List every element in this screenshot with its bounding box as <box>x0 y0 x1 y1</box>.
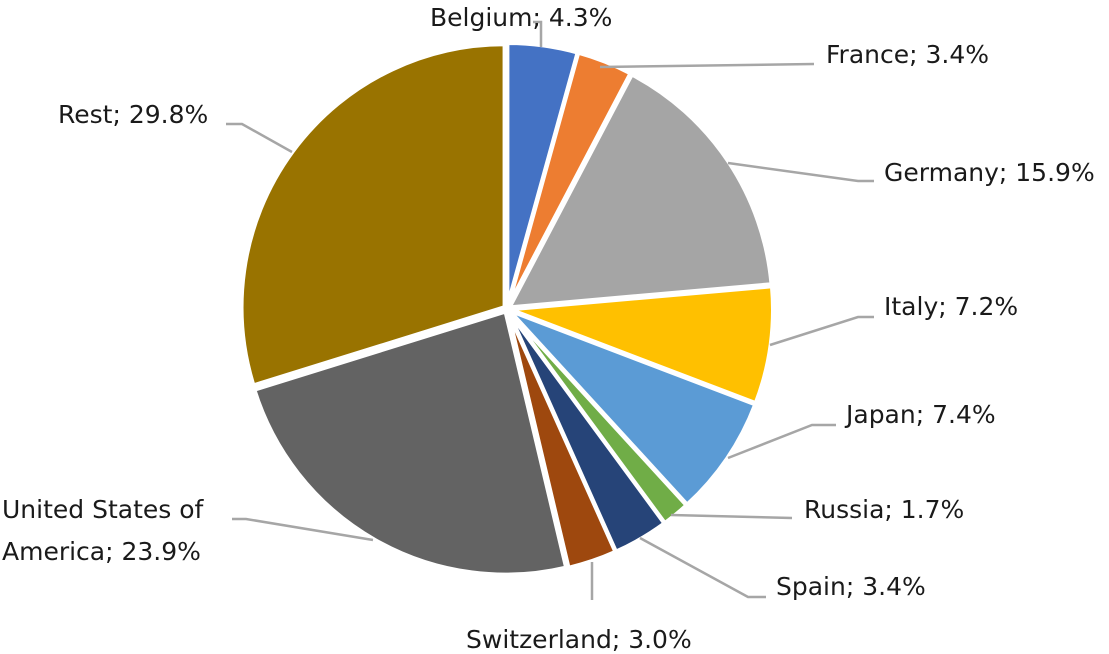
data-label: Italy; 7.2% <box>884 292 1018 321</box>
data-label: Germany; 15.9% <box>884 158 1095 187</box>
leader-line <box>769 315 874 347</box>
leader-line <box>727 161 874 183</box>
leader-line <box>727 423 836 460</box>
pie-slice-rest <box>239 42 507 388</box>
data-label: Switzerland; 3.0% <box>466 625 692 654</box>
leader-line <box>533 20 543 47</box>
data-label: France; 3.4% <box>826 40 989 69</box>
leader-lines <box>226 20 874 600</box>
pie-slice-japan <box>508 308 758 508</box>
leader-line <box>232 517 374 542</box>
leader-line <box>599 62 815 69</box>
data-label: Japan; 7.4% <box>844 400 996 429</box>
leader-line <box>670 513 793 520</box>
data-label: America; 23.9% <box>2 537 201 566</box>
pie-slice-switzerland <box>506 311 619 571</box>
data-label: Belgium; 4.3% <box>430 3 612 32</box>
leader-line <box>226 122 293 154</box>
data-label: United States of <box>2 495 205 524</box>
pie-slices <box>239 41 775 577</box>
data-label: Spain; 3.4% <box>776 572 926 601</box>
pie-slice-germany <box>506 71 774 310</box>
data-labels: Belgium; 4.3% France; 3.4% Germany; 15.9% I… <box>2 3 1095 654</box>
data-label: Rest; 29.8% <box>58 100 208 129</box>
leader-line <box>639 536 766 599</box>
data-label: Russia; 1.7% <box>804 495 964 524</box>
pie-slice-united-states-of-america <box>251 309 569 577</box>
